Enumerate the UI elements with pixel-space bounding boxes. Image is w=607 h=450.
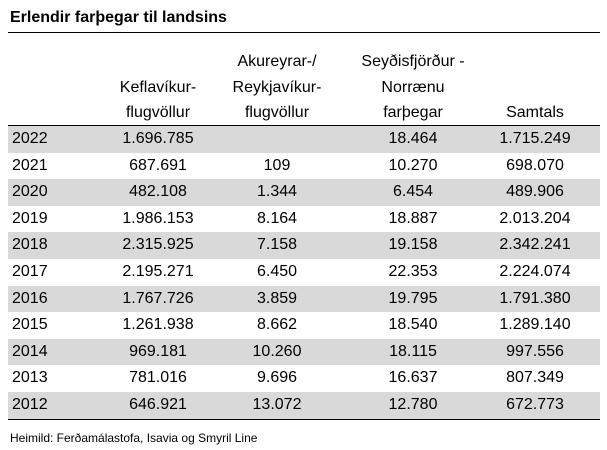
value-cell: 12.780 [388,396,438,413]
value-cell: 13.072 [252,396,302,413]
row-shade [8,179,600,206]
column-header: Akureyrar-/ [237,53,317,70]
year-cell: 2015 [12,316,48,334]
year-cell: 2017 [12,263,48,280]
column-header: Samtals [506,104,564,121]
column-header: Seyðisfjörður - [361,53,465,70]
value-cell: 18.540 [388,316,438,334]
source: Heimild: Ferðamálastofa, Isavia og Smyri… [10,431,258,445]
year-cell: 2022 [12,130,48,147]
column-header: flugvöllur [125,104,191,121]
year-cell: 2018 [12,236,48,254]
value-cell: 18.115 [389,342,437,360]
value-cell: 1.986.153 [122,209,194,227]
year-cell: 2020 [12,183,48,201]
year-cell: 2013 [12,369,48,387]
title: Erlendir farþegar til landsins [10,9,227,26]
value-cell: 1.696.785 [122,130,194,147]
header-rule [8,125,600,126]
value-cell: 781.016 [129,369,187,387]
year-cell: 2021 [12,156,48,174]
value-cell: 2.013.204 [499,209,571,227]
bottom-rule [8,419,600,420]
value-cell: 9.696 [256,369,298,387]
value-cell: 2.315.925 [122,236,194,254]
column-header: farþegar [383,104,443,121]
value-cell: 2.342.241 [499,236,571,254]
value-cell: 10.260 [252,342,302,360]
row-shade [8,232,600,259]
column-header: flugvöllur [244,104,310,121]
value-cell: 969.181 [129,342,187,360]
value-cell: 482.108 [129,183,187,201]
value-cell: 1.791.380 [499,289,571,307]
value-cell: 2.224.074 [499,263,571,280]
value-cell: 2.195.271 [122,263,194,280]
value-cell: 16.637 [388,369,438,387]
value-cell: 646.921 [129,396,187,413]
value-cell: 807.349 [506,369,564,387]
year-cell: 2012 [12,396,48,413]
value-cell: 698.070 [506,156,564,174]
value-cell: 1.767.726 [122,289,194,307]
value-cell: 1.344 [256,183,298,201]
column-header: Keflavíkur- [119,79,197,96]
year-cell: 2014 [12,342,48,360]
value-cell: 19.158 [388,236,438,254]
value-cell: 8.164 [256,209,298,227]
value-cell: 22.353 [388,263,438,280]
value-cell: 687.691 [129,156,187,174]
value-cell: 18.887 [388,209,438,227]
value-cell: 6.454 [392,183,434,201]
value-cell: 997.556 [506,342,564,360]
value-cell: 7.158 [256,236,298,254]
value-cell: 6.450 [256,263,298,280]
value-cell: 19.795 [388,289,438,307]
row-shade [8,392,600,419]
value-cell: 8.662 [256,316,298,334]
column-header: Norrænu [381,79,445,96]
value-cell: 1.715.249 [499,130,571,147]
value-cell: 10.270 [388,156,438,174]
year-cell: 2019 [12,209,48,227]
row-shade [8,126,600,153]
year-cell: 2016 [12,289,48,307]
value-cell: 1.261.938 [122,316,194,334]
value-cell: 109 [263,156,291,174]
value-cell: 3.859 [256,289,298,307]
column-header: Reykjavíkur- [232,79,322,96]
title-rule [8,32,600,33]
row-shade [8,285,600,313]
value-cell: 18.464 [388,130,438,147]
row-shade [8,338,600,366]
value-cell: 489.906 [506,183,564,201]
value-cell: 1.289.140 [499,316,571,334]
value-cell: 672.773 [506,396,564,413]
